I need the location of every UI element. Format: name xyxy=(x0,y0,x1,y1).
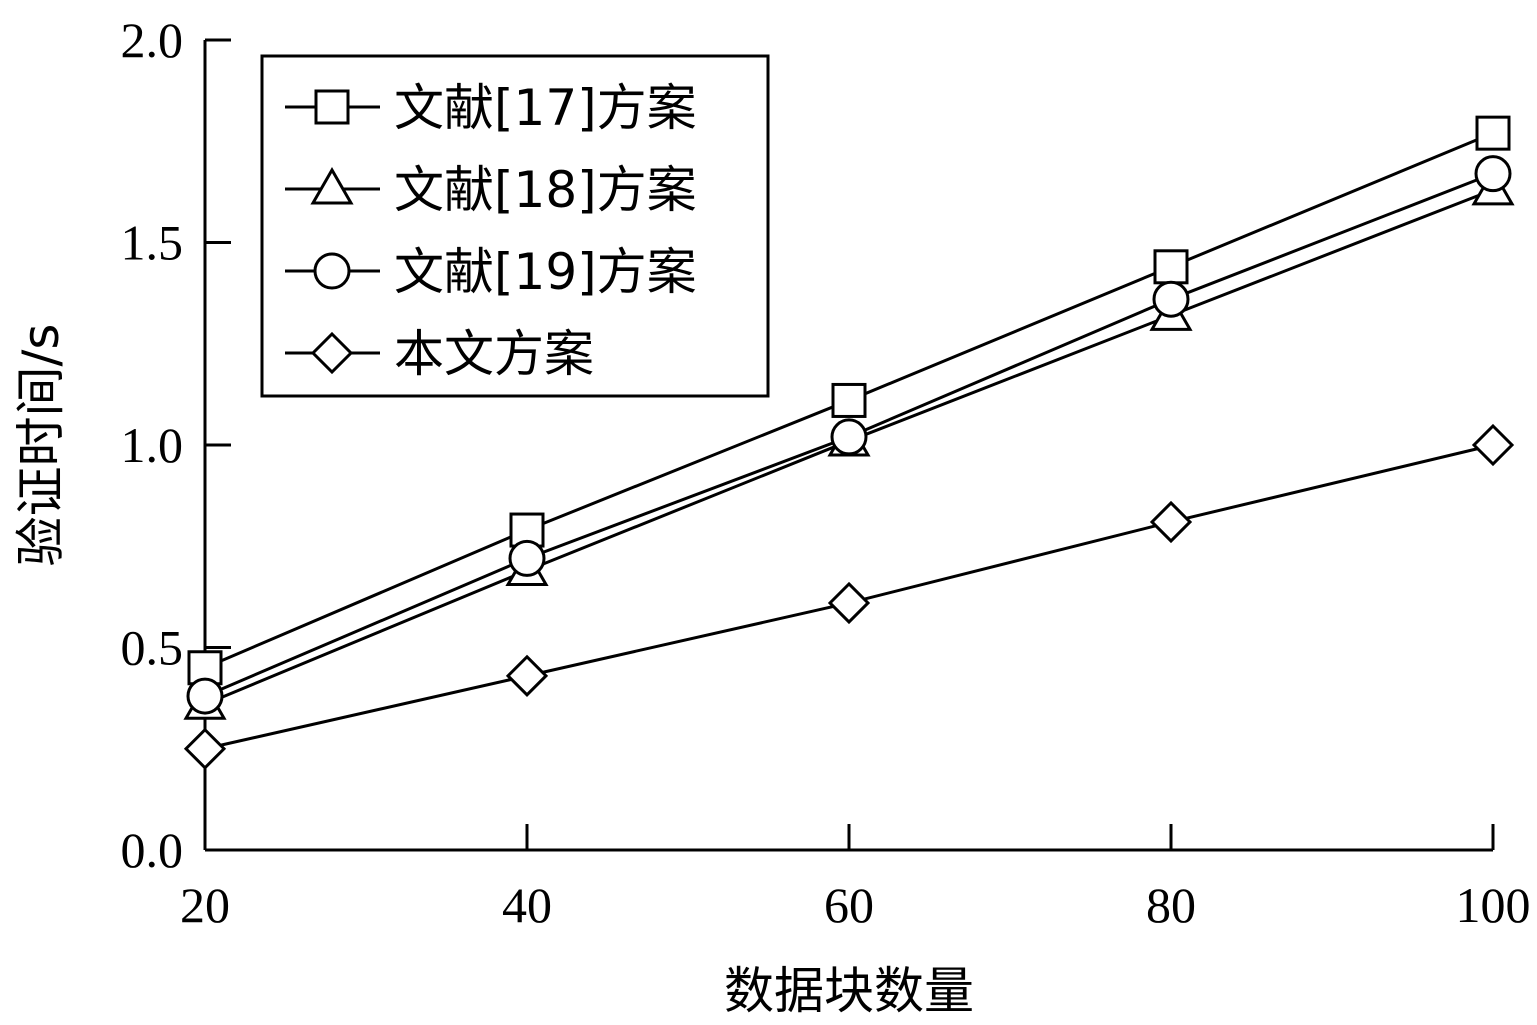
data-point-diamond xyxy=(1149,500,1193,544)
data-point-diamond xyxy=(827,581,871,625)
legend-item: 文献[17]方案 xyxy=(285,79,697,137)
series-diamond xyxy=(183,423,1515,770)
legend-marker-square xyxy=(314,89,350,125)
x-tick-label: 60 xyxy=(824,877,874,933)
legend-item: 本文方案 xyxy=(285,325,594,383)
data-point-square xyxy=(831,382,867,418)
x-tick-label: 80 xyxy=(1146,877,1196,933)
data-point-circle xyxy=(1474,155,1512,193)
series-square xyxy=(187,115,1511,686)
y-tick-label: 1.0 xyxy=(121,417,184,473)
x-tick-label: 20 xyxy=(180,877,230,933)
y-tick-label: 1.5 xyxy=(121,215,184,271)
data-point-diamond xyxy=(1471,423,1515,467)
data-point-square xyxy=(1153,249,1189,285)
legend-marker-triangle xyxy=(310,166,354,205)
data-point-diamond xyxy=(183,727,227,770)
y-axis-title: 验证时间/s xyxy=(12,324,70,567)
legend-label: 文献[17]方案 xyxy=(394,79,697,137)
y-tick-label: 0.5 xyxy=(121,620,184,676)
data-point-circle xyxy=(830,418,868,456)
data-point-square xyxy=(1475,115,1511,151)
y-ticks: 0.0 0.5 1.0 1.5 2.0 xyxy=(121,12,231,878)
legend-label: 文献[18]方案 xyxy=(394,161,697,219)
data-point-diamond xyxy=(505,654,549,697)
data-point-circle xyxy=(186,677,224,715)
data-point-circle xyxy=(1152,280,1190,318)
y-tick-label: 0.0 xyxy=(121,822,184,878)
series-layer xyxy=(183,115,1515,770)
x-ticks: 20 40 60 80 100 xyxy=(180,824,1531,933)
y-tick-label: 2.0 xyxy=(121,12,184,68)
x-axis-title: 数据块数量 xyxy=(724,962,974,1020)
legend-label: 文献[19]方案 xyxy=(394,243,697,301)
legend-item: 文献[19]方案 xyxy=(285,243,697,301)
legend-marker-circle xyxy=(313,252,351,290)
series-circle xyxy=(186,155,1512,715)
data-point-circle xyxy=(508,539,546,577)
x-tick-label: 40 xyxy=(502,877,552,933)
x-tick-label: 100 xyxy=(1456,877,1531,933)
legend-marker-diamond xyxy=(310,331,354,375)
legend-item: 文献[18]方案 xyxy=(285,161,697,219)
legend-label: 本文方案 xyxy=(394,325,594,383)
